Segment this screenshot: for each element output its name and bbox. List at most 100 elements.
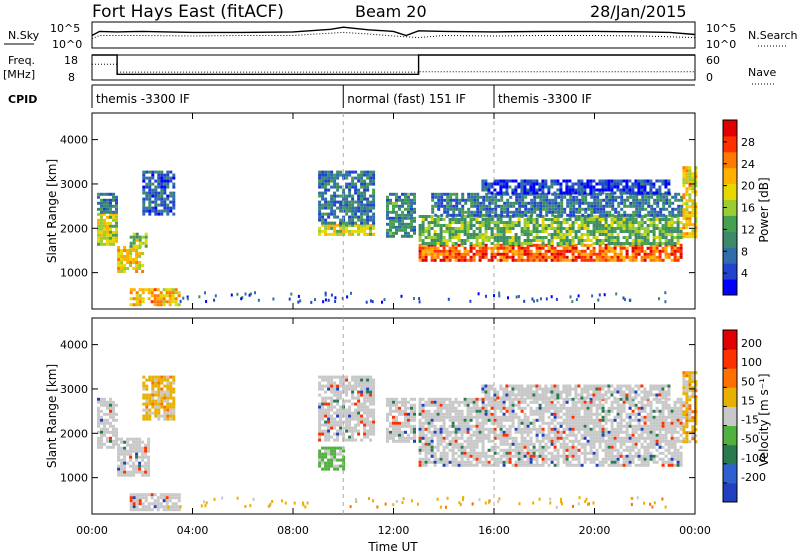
scatter-cell bbox=[439, 403, 443, 407]
scatter-cell bbox=[622, 236, 626, 239]
scatter-cell bbox=[427, 227, 431, 230]
scatter-cell bbox=[652, 230, 656, 233]
scatter-cell bbox=[336, 432, 340, 436]
scatter-cell bbox=[661, 424, 665, 428]
scatter-cell bbox=[439, 442, 443, 446]
scatter-cell bbox=[442, 243, 446, 247]
scatter-cell bbox=[598, 230, 602, 233]
scatter-cell bbox=[526, 243, 530, 247]
scatter-cell bbox=[174, 496, 178, 500]
scatter-cell bbox=[446, 213, 450, 217]
scatter-cell bbox=[147, 449, 151, 453]
scatter-cell bbox=[652, 421, 656, 425]
scatter-cell bbox=[622, 418, 626, 422]
scatter-cell bbox=[571, 243, 575, 247]
scatter-cell bbox=[613, 246, 617, 250]
scatter-cell bbox=[589, 255, 593, 259]
scatter-cell bbox=[649, 179, 653, 183]
scatter-cell bbox=[141, 288, 145, 292]
scatter-cell bbox=[395, 204, 398, 208]
scatter-cell bbox=[348, 215, 352, 219]
scatter-cell bbox=[493, 415, 497, 419]
scatter-cell bbox=[682, 172, 686, 176]
scatter-cell bbox=[520, 427, 524, 431]
scatter-cell bbox=[652, 418, 656, 422]
scatter-cell bbox=[120, 255, 124, 258]
power-ylabel: Slant Range [km] bbox=[45, 159, 59, 263]
scatter-cell bbox=[439, 409, 443, 413]
scatter-cell bbox=[652, 246, 656, 250]
scatter-cell bbox=[120, 437, 124, 441]
scatter-cell bbox=[664, 424, 668, 428]
scatter-cell bbox=[154, 194, 158, 198]
scatter-cell bbox=[515, 213, 519, 217]
scatter-cell bbox=[351, 200, 355, 204]
scatter-cell bbox=[445, 230, 449, 233]
scatter-cell bbox=[138, 300, 142, 304]
scatter-cell bbox=[389, 210, 392, 214]
scatter-cell bbox=[649, 403, 653, 407]
scatter-cell bbox=[321, 212, 325, 216]
scatter-cell bbox=[565, 255, 569, 259]
scatter-cell bbox=[562, 252, 566, 256]
scatter-cell bbox=[354, 438, 358, 442]
scatter-cell bbox=[100, 397, 103, 401]
scatter-cell bbox=[514, 415, 518, 419]
scatter-cell bbox=[625, 439, 629, 443]
scatter-cell bbox=[563, 210, 567, 214]
scatter-cell bbox=[413, 195, 416, 199]
scatter-cell bbox=[389, 433, 392, 437]
scatter-cell bbox=[532, 230, 536, 233]
scatter-cell bbox=[511, 179, 515, 183]
scatter-cell bbox=[502, 430, 506, 434]
scatter-cell bbox=[460, 427, 464, 431]
scatter-cell bbox=[604, 249, 608, 253]
scatter-cell bbox=[395, 439, 398, 443]
scatter-cell bbox=[616, 233, 620, 236]
scatter-cell bbox=[508, 230, 512, 233]
scatter-cell bbox=[392, 225, 395, 229]
scatter-cell bbox=[327, 212, 331, 216]
scatter-cell bbox=[673, 236, 677, 239]
scatter-cell bbox=[547, 439, 551, 443]
scatter-cell bbox=[339, 458, 343, 462]
scatter-cell bbox=[520, 439, 524, 443]
scatter-cell bbox=[318, 176, 322, 180]
scatter-cell bbox=[213, 298, 216, 302]
scatter-cell bbox=[410, 216, 413, 220]
scatter-cell bbox=[649, 424, 653, 428]
scatter-cell bbox=[469, 233, 473, 236]
scatter-cell bbox=[673, 412, 677, 416]
scatter-cell bbox=[327, 449, 331, 453]
scatter-cell bbox=[613, 427, 617, 431]
scatter-cell bbox=[354, 206, 358, 210]
scatter-cell bbox=[523, 182, 527, 186]
scatter-cell bbox=[389, 228, 392, 232]
scatter-cell bbox=[646, 252, 650, 256]
scatter-cell bbox=[595, 409, 599, 413]
scatter-cell bbox=[430, 258, 434, 262]
scatter-cell bbox=[559, 421, 563, 425]
scatter-cell bbox=[145, 170, 149, 174]
scatter-cell bbox=[100, 418, 103, 422]
scatter-cell bbox=[427, 427, 431, 431]
scatter-cell bbox=[360, 200, 364, 204]
scatter-cell bbox=[548, 210, 552, 214]
scatter-cell bbox=[142, 414, 146, 418]
scatter-cell bbox=[511, 191, 515, 195]
scatter-cell bbox=[454, 252, 458, 256]
scatter-cell bbox=[163, 182, 167, 186]
scatter-cell bbox=[571, 221, 575, 224]
scatter-cell bbox=[410, 219, 413, 223]
scatter-cell bbox=[455, 198, 459, 202]
scatter-cell bbox=[142, 200, 146, 204]
scatter-cell bbox=[418, 424, 422, 428]
scatter-cell bbox=[321, 194, 325, 198]
scatter-cell bbox=[97, 236, 100, 240]
scatter-cell bbox=[664, 427, 668, 431]
scatter-cell bbox=[372, 173, 376, 177]
scatter-cell bbox=[616, 403, 620, 407]
scatter-cell bbox=[493, 409, 497, 413]
scatter-cell bbox=[321, 399, 325, 403]
scatter-cell bbox=[676, 400, 680, 404]
